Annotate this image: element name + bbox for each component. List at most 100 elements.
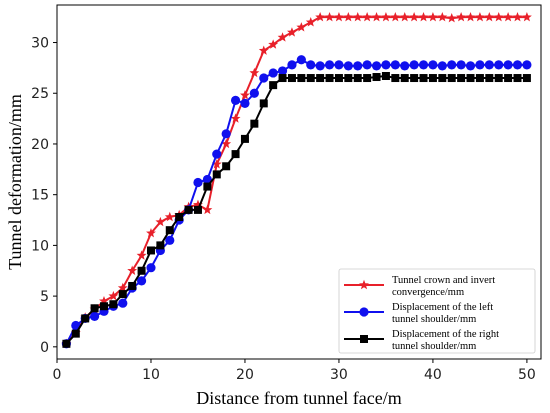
data-point [362, 60, 372, 70]
data-point [315, 11, 326, 22]
data-point [202, 204, 213, 215]
data-point [390, 11, 401, 22]
data-point [371, 61, 382, 71]
data-point [485, 74, 494, 83]
data-point [249, 88, 259, 98]
data-point [343, 11, 354, 22]
data-point [222, 162, 231, 171]
data-point [344, 74, 353, 83]
data-point [324, 60, 335, 70]
x-axis-label: Distance from tunnel face/m [196, 388, 401, 408]
legend-label: tunnel shoulder/mm [392, 314, 476, 325]
data-point [259, 73, 269, 83]
data-point [334, 74, 343, 83]
data-point [211, 159, 222, 169]
data-point [259, 99, 268, 108]
legend-label: Displacement of the left [392, 302, 493, 313]
data-point [305, 17, 316, 27]
data-point [475, 74, 484, 83]
data-point [146, 246, 155, 255]
data-point [249, 67, 260, 78]
data-point [409, 60, 419, 70]
x-tick-label: 20 [236, 367, 254, 383]
data-point [456, 60, 466, 70]
data-point [512, 11, 523, 22]
data-point [428, 60, 438, 70]
data-point [137, 266, 146, 275]
data-point [231, 150, 240, 159]
x-tick-label: 30 [330, 367, 348, 383]
data-point [522, 60, 532, 70]
legend-label: convergence/mm [392, 287, 464, 298]
data-point [381, 72, 390, 81]
data-point [108, 290, 119, 301]
data-point [258, 45, 269, 55]
data-point [287, 27, 297, 37]
data-point [165, 235, 175, 245]
data-point [240, 90, 250, 100]
data-point [156, 241, 165, 250]
data-point [362, 11, 373, 22]
x-tick-label: 40 [424, 367, 442, 383]
data-point [399, 11, 410, 22]
y-tick-label: 25 [31, 86, 49, 102]
data-point [521, 11, 532, 22]
data-point [90, 304, 99, 313]
x-tick-label: 10 [142, 367, 160, 383]
data-point [184, 205, 193, 214]
data-point [325, 74, 334, 83]
data-point [343, 61, 353, 71]
data-point [136, 250, 147, 260]
data-point [109, 300, 118, 309]
legend-marker [360, 335, 368, 343]
data-point [334, 60, 344, 70]
data-point [437, 61, 447, 71]
data-point [118, 298, 128, 308]
data-point [128, 281, 137, 290]
data-point [475, 60, 485, 70]
data-point [409, 11, 420, 22]
data-point [118, 290, 127, 299]
data-point [390, 60, 400, 70]
data-point [212, 170, 221, 179]
y-tick-label: 15 [31, 188, 49, 204]
data-point [352, 11, 363, 22]
data-point [203, 182, 212, 191]
x-tick-label: 50 [518, 367, 536, 383]
data-point [202, 174, 212, 185]
data-point [522, 74, 531, 83]
data-point [371, 11, 382, 22]
data-point [437, 11, 448, 22]
series-circle [61, 55, 532, 349]
data-point [334, 11, 344, 22]
data-point [221, 138, 232, 149]
data-point [212, 149, 222, 159]
data-point [306, 60, 316, 70]
data-point [428, 74, 437, 83]
data-point [250, 119, 259, 128]
y-tick-label: 20 [31, 137, 49, 153]
data-point [297, 74, 306, 83]
data-point [353, 61, 363, 71]
data-point [447, 60, 457, 70]
data-point [494, 60, 504, 70]
data-point [146, 263, 156, 273]
data-point [81, 314, 90, 323]
data-point [465, 11, 476, 22]
data-point [457, 74, 466, 83]
y-axis-label: Tunnel deformation/mm [5, 94, 25, 270]
data-point [99, 295, 109, 306]
y-tick-label: 0 [40, 340, 49, 356]
data-point [446, 12, 457, 23]
data-point [400, 61, 410, 71]
data-point [117, 282, 128, 293]
data-point [363, 74, 372, 83]
data-point [287, 60, 297, 70]
data-point [512, 60, 523, 70]
data-point [447, 74, 456, 83]
data-point [418, 60, 429, 70]
data-point [269, 81, 278, 90]
data-point [175, 212, 184, 221]
